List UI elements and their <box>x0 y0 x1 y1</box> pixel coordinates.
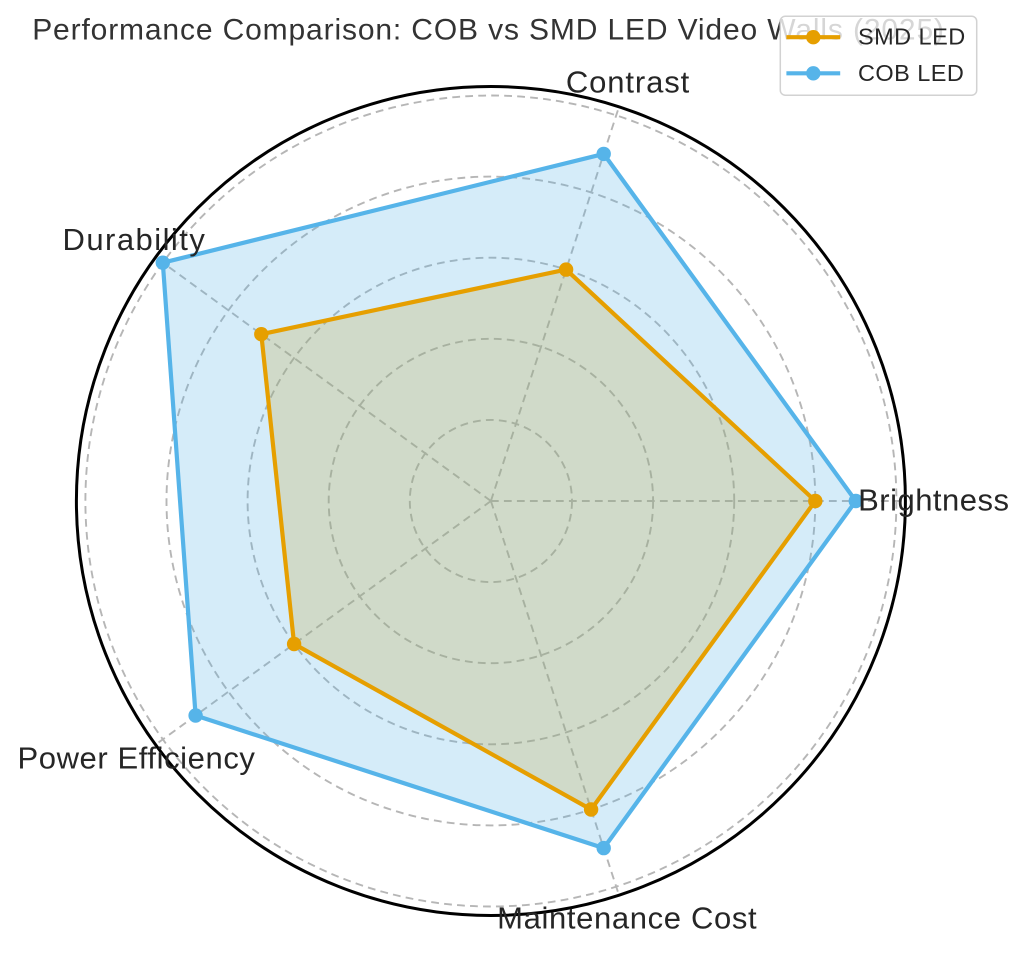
svg-text:Contrast: Contrast <box>566 65 690 100</box>
svg-text:Durability: Durability <box>62 222 206 257</box>
svg-text:Power Efficiency: Power Efficiency <box>17 741 255 776</box>
svg-text:COB LED: COB LED <box>858 60 964 86</box>
svg-text:SMD LED: SMD LED <box>858 24 966 50</box>
svg-text:Brightness: Brightness <box>858 483 1009 518</box>
svg-text:Maintenance Cost: Maintenance Cost <box>497 900 757 935</box>
